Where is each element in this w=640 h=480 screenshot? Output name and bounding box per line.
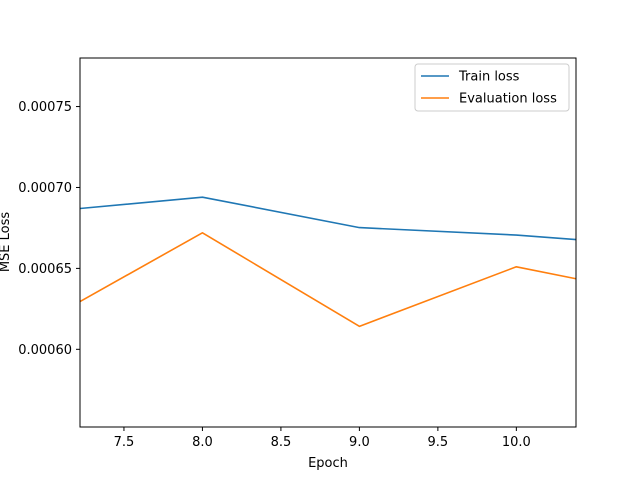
y-tick-label: 0.00065 xyxy=(18,262,72,277)
x-axis-ticks: 7.5 8.0 8.5 9.0 9.5 10.0 xyxy=(114,427,531,450)
legend-box xyxy=(414,63,570,112)
legend: Train loss Evaluation loss xyxy=(414,63,570,112)
x-tick-label: 9.0 xyxy=(349,435,370,450)
x-tick-label: 7.5 xyxy=(114,435,135,450)
y-tick-label: 0.00070 xyxy=(18,181,72,196)
series-line-evaluation-loss xyxy=(79,231,577,328)
x-axis-label: Epoch xyxy=(308,456,348,471)
y-axis-label: MSE Loss xyxy=(0,212,13,273)
x-tick-label: 10.0 xyxy=(502,435,531,450)
legend-label-train-loss: Train loss xyxy=(458,70,520,85)
x-tick-label: 8.5 xyxy=(271,435,292,450)
series-layer xyxy=(79,196,577,328)
series-line-train-loss xyxy=(79,196,577,241)
y-axis-ticks: 0.00060 0.00065 0.00070 0.00075 xyxy=(18,100,80,358)
plot-frame xyxy=(79,57,577,428)
y-tick-label: 0.00060 xyxy=(18,343,72,358)
x-tick-label: 9.5 xyxy=(428,435,449,450)
x-tick-label: 8.0 xyxy=(192,435,213,450)
y-tick-label: 0.00075 xyxy=(18,100,72,115)
legend-label-evaluation-loss: Evaluation loss xyxy=(459,92,557,107)
